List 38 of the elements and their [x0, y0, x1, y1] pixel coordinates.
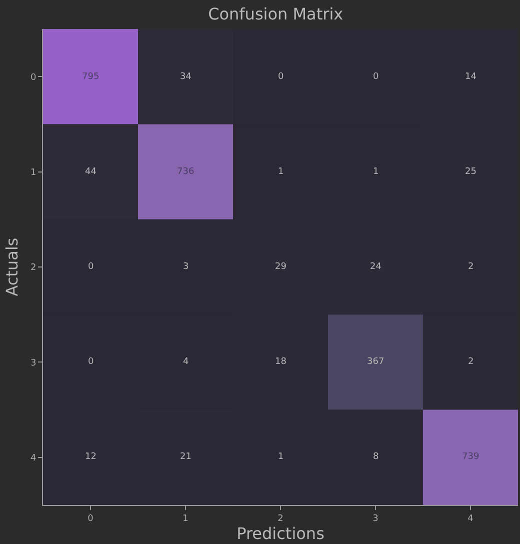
data-label: 18 [275, 357, 287, 367]
data-label: 0 [88, 357, 94, 367]
data-label: 1 [373, 167, 379, 177]
data-label: 0 [278, 72, 284, 82]
data-label: 21 [180, 452, 192, 462]
x-tick-label: 3 [372, 514, 378, 524]
data-label: 4 [183, 357, 189, 367]
y-tick-label: 4 [30, 454, 36, 464]
x-tick-label: 4 [468, 514, 474, 524]
data-label: 12 [85, 452, 96, 462]
data-label: 44 [85, 167, 97, 177]
y-tick-label: 2 [30, 263, 36, 274]
y-axis-title: Actuals [2, 238, 22, 296]
data-label: 795 [82, 72, 100, 82]
data-label: 24 [370, 262, 382, 272]
data-label: 0 [88, 262, 94, 272]
x-tick-label: 1 [182, 514, 188, 524]
data-label: 3 [183, 262, 189, 272]
data-label: 1 [278, 452, 284, 462]
data-label: 0 [373, 72, 379, 82]
data-label: 34 [180, 72, 192, 82]
data-label: 736 [177, 167, 194, 177]
data-label: 25 [465, 167, 476, 177]
data-label: 2 [468, 357, 474, 367]
data-label: 29 [275, 262, 287, 272]
data-label: 2 [468, 262, 474, 272]
x-tick-label: 2 [278, 514, 284, 524]
data-label: 1 [278, 167, 284, 177]
y-tick-label: 3 [30, 358, 36, 368]
y-tick-label: 1 [30, 168, 36, 178]
x-axis-title: Predictions [236, 524, 324, 543]
data-label: 14 [465, 72, 477, 82]
data-label: 8 [373, 452, 379, 462]
chart-title: Confusion Matrix [208, 4, 344, 24]
data-label: 739 [462, 452, 480, 462]
x-tick-label: 0 [88, 514, 94, 524]
data-label: 367 [367, 357, 384, 367]
y-tick-label: 0 [30, 72, 36, 83]
